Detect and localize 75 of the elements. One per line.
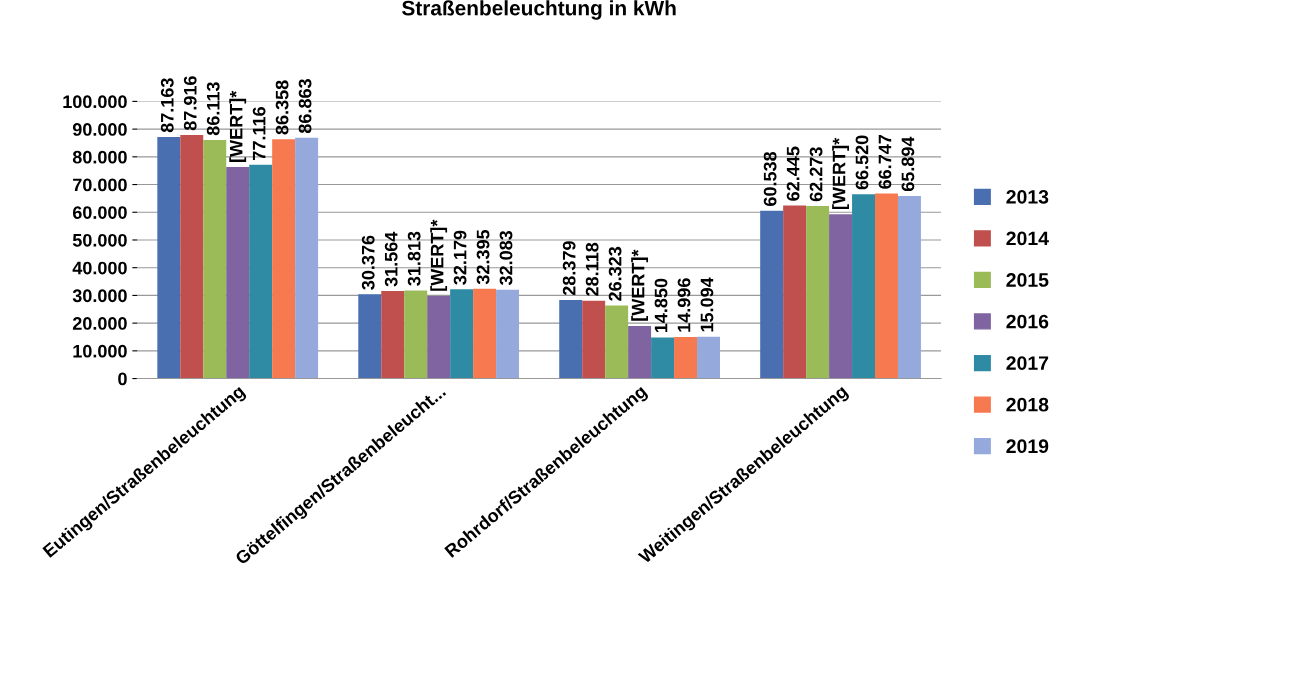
bar [674, 337, 698, 379]
bar [295, 137, 319, 379]
bar [582, 300, 606, 379]
legend-label: 2013 [1006, 189, 1049, 204]
y-tick-label: 60.000 [72, 206, 127, 219]
y-tick-label: 80.000 [72, 150, 127, 164]
data-label: 30.376 [361, 235, 375, 290]
bar [358, 294, 382, 379]
y-tick-label: 70.000 [73, 178, 127, 192]
bar [783, 205, 807, 379]
legend-label: 2019 [1006, 439, 1049, 454]
bar [404, 290, 428, 379]
bar [249, 164, 273, 379]
bar [559, 299, 583, 379]
data-label: 32.179 [453, 230, 467, 285]
data-label: 14.850 [654, 278, 668, 333]
data-label: [WERT]* [631, 249, 649, 321]
data-label: 87.163 [160, 78, 174, 133]
bar [806, 205, 830, 379]
bar [203, 139, 227, 379]
legend-label: 2018 [1006, 397, 1049, 412]
data-label: 26.323 [608, 246, 622, 301]
data-label: 15.094 [700, 277, 714, 332]
y-tick-label: 20.000 [72, 317, 127, 330]
bar [496, 289, 520, 379]
data-label: 66.747 [878, 134, 892, 189]
data-label: 65.894 [901, 136, 915, 192]
data-label: 60.538 [763, 151, 777, 206]
bar [628, 325, 652, 379]
data-label: 28.118 [585, 242, 599, 296]
data-label: 31.564 [384, 231, 398, 287]
chart-title: Straßenbeleuchtung in kWh [402, 0, 676, 20]
data-label: 87.916 [183, 76, 197, 131]
y-tick-label: 100.000 [63, 95, 127, 109]
legend-label: 2014 [1006, 231, 1049, 246]
bar [651, 337, 675, 379]
data-label: [WERT]* [832, 137, 849, 210]
y-tick-label: 90.000 [72, 123, 127, 136]
bar [381, 291, 405, 379]
bar [760, 210, 784, 379]
legend-label: 2015 [1006, 273, 1049, 287]
bar [427, 295, 451, 379]
data-label: 32.083 [499, 230, 513, 286]
y-tick-label: 50.000 [72, 233, 127, 247]
y-tick-label: 0 [118, 372, 127, 386]
data-label: [WERT]* [229, 90, 247, 162]
data-label: 14.996 [677, 278, 691, 332]
data-label: 77.116 [252, 107, 266, 160]
data-label: [WERT]* [430, 219, 448, 291]
y-tick-label: 40.000 [72, 261, 127, 275]
bar [272, 139, 296, 379]
bar [829, 214, 853, 379]
data-label: 31.813 [407, 231, 421, 286]
data-label: 62.445 [786, 146, 800, 201]
data-label: 62.273 [809, 147, 823, 202]
data-label: 66.520 [855, 135, 869, 190]
data-label: 32.395 [476, 229, 490, 285]
data-label: 86.113 [206, 82, 220, 136]
bar [180, 134, 204, 379]
bar [450, 289, 474, 379]
data-label: 86.863 [298, 79, 312, 134]
legend-label: 2017 [1006, 356, 1049, 370]
data-label: 86.358 [275, 80, 289, 135]
bar [226, 167, 250, 379]
bar [157, 136, 181, 379]
y-tick-label: 30.000 [72, 289, 127, 303]
bar [473, 288, 497, 379]
bar [697, 336, 720, 379]
bar [897, 195, 921, 379]
bar [852, 194, 876, 379]
legend-label: 2016 [1006, 314, 1049, 329]
bar [875, 193, 898, 379]
y-tick-label: 10.000 [73, 344, 127, 358]
bar [605, 305, 629, 379]
data-label: 28.379 [562, 241, 576, 296]
